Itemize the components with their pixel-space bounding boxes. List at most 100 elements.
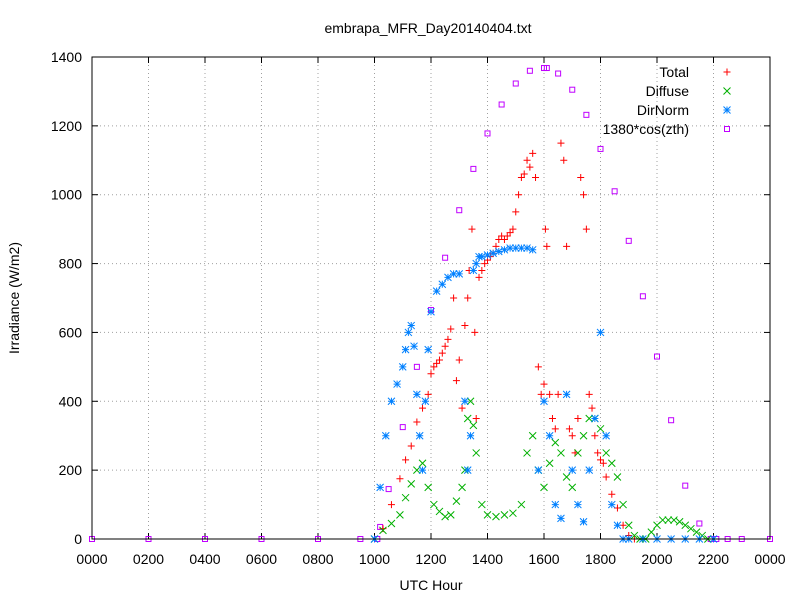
y-tick-label: 0 bbox=[74, 531, 82, 547]
total-point bbox=[585, 390, 593, 398]
x-tick-label: 0600 bbox=[246, 551, 277, 567]
dirnorm-point bbox=[410, 342, 418, 351]
diffuse-point bbox=[675, 517, 684, 526]
total-point bbox=[461, 322, 469, 330]
diffuse-point bbox=[418, 459, 427, 468]
diffuse-point bbox=[528, 431, 537, 440]
1380-cos-zth-point bbox=[682, 482, 689, 489]
legend-label: Total bbox=[659, 64, 689, 80]
1380-cos-zth-point bbox=[498, 101, 505, 108]
1380-cos-zth-point bbox=[668, 417, 675, 424]
1380-cos-zth-point bbox=[442, 254, 449, 261]
dirnorm-point bbox=[540, 397, 548, 406]
1380-cos-zth-point bbox=[413, 363, 420, 370]
chart-title: embrapa_MFR_Day20140404.txt bbox=[324, 20, 531, 36]
y-tick-label: 1400 bbox=[51, 49, 82, 65]
dirnorm-point bbox=[449, 270, 458, 278]
x-tick-label: 0000 bbox=[754, 551, 785, 567]
total-point bbox=[478, 266, 486, 274]
dirnorm-point bbox=[585, 466, 594, 474]
dirnorm-point bbox=[568, 466, 577, 474]
diffuse-point bbox=[647, 528, 656, 536]
legend-item-total: Total bbox=[659, 64, 731, 80]
total-point bbox=[548, 415, 556, 422]
diffuse-point bbox=[557, 449, 565, 457]
total-point bbox=[540, 380, 548, 388]
diffuse-point bbox=[579, 431, 588, 440]
diffuse-point bbox=[568, 483, 577, 492]
diffuse-point bbox=[523, 449, 531, 457]
legend-item-1380-cos-zth: 1380*cos(zth) bbox=[603, 121, 730, 137]
diffuse-point bbox=[413, 466, 421, 474]
diffuse-point bbox=[574, 449, 582, 457]
dirnorm-point bbox=[376, 483, 385, 492]
diffuse-point bbox=[607, 459, 616, 468]
dirnorm-point bbox=[557, 514, 565, 523]
y-axis-ticks: 0 200 400 600 800 1000 1200 1400 bbox=[51, 49, 770, 547]
diffuse-point bbox=[670, 516, 678, 524]
diffuse-point bbox=[387, 519, 396, 528]
total-point bbox=[529, 149, 537, 157]
diffuse-point bbox=[424, 483, 433, 492]
diffuse-point bbox=[551, 438, 560, 447]
diffuse-point bbox=[681, 521, 690, 530]
1380-cos-zth-point bbox=[526, 67, 533, 74]
diffuse-point bbox=[469, 421, 478, 430]
total-point bbox=[452, 377, 460, 385]
y-tick-label: 800 bbox=[59, 256, 83, 272]
total-point bbox=[594, 449, 602, 457]
legend-item-dirnorm: DirNorm bbox=[637, 102, 731, 118]
dirnorm-point bbox=[398, 363, 407, 371]
diffuse-point bbox=[613, 473, 622, 481]
x-tick-label: 1400 bbox=[472, 551, 503, 567]
total-point bbox=[472, 415, 480, 422]
total-point bbox=[543, 242, 551, 250]
total-point bbox=[396, 475, 404, 483]
diffuse-point bbox=[596, 424, 605, 433]
x-tick-label: 2200 bbox=[698, 551, 729, 567]
diffuse-point bbox=[379, 526, 387, 535]
total-point bbox=[546, 390, 554, 398]
total-point bbox=[526, 163, 534, 171]
total-point bbox=[402, 456, 410, 464]
total-point bbox=[444, 335, 452, 343]
1380-cos-zth-point bbox=[696, 520, 703, 527]
y-tick-label: 1000 bbox=[51, 187, 82, 203]
dirnorm-point bbox=[613, 521, 622, 530]
total-point bbox=[520, 170, 528, 178]
total-point bbox=[419, 404, 427, 412]
total-point bbox=[458, 404, 466, 412]
1380-cos-zth-point bbox=[654, 353, 660, 360]
total-point bbox=[537, 390, 545, 398]
diffuse-point bbox=[687, 524, 695, 533]
dirnorm-point bbox=[463, 466, 472, 474]
total-point bbox=[509, 225, 517, 233]
y-tick-label: 600 bbox=[59, 324, 83, 340]
total-point bbox=[424, 390, 432, 398]
dirnorm-point bbox=[469, 266, 478, 275]
dirnorm-point bbox=[500, 245, 509, 254]
diffuse-point bbox=[545, 459, 554, 468]
total-point bbox=[523, 156, 531, 164]
dirnorm-point bbox=[607, 500, 616, 509]
total-point bbox=[464, 294, 472, 302]
total-point bbox=[580, 191, 588, 199]
x-tick-label: 0800 bbox=[302, 551, 333, 567]
y-tick-label: 1200 bbox=[51, 118, 82, 134]
diffuse-point bbox=[517, 500, 526, 509]
total-point bbox=[563, 242, 571, 250]
total-point bbox=[591, 432, 599, 440]
x-tick-label: 2000 bbox=[641, 551, 672, 567]
dirnorm-point bbox=[472, 259, 481, 268]
diffuse-point bbox=[458, 483, 466, 492]
x-tick-label: 1200 bbox=[415, 551, 446, 567]
series-total bbox=[371, 139, 638, 543]
x-tick-label: 0200 bbox=[133, 551, 164, 567]
dirnorm-point bbox=[602, 431, 611, 440]
diffuse-point bbox=[692, 528, 701, 536]
x-tick-label: 1600 bbox=[528, 551, 559, 567]
diffuse-point bbox=[407, 480, 416, 488]
1380-cos-zth-point bbox=[555, 70, 562, 77]
total-point bbox=[534, 363, 542, 371]
diffuse-point bbox=[492, 512, 500, 521]
